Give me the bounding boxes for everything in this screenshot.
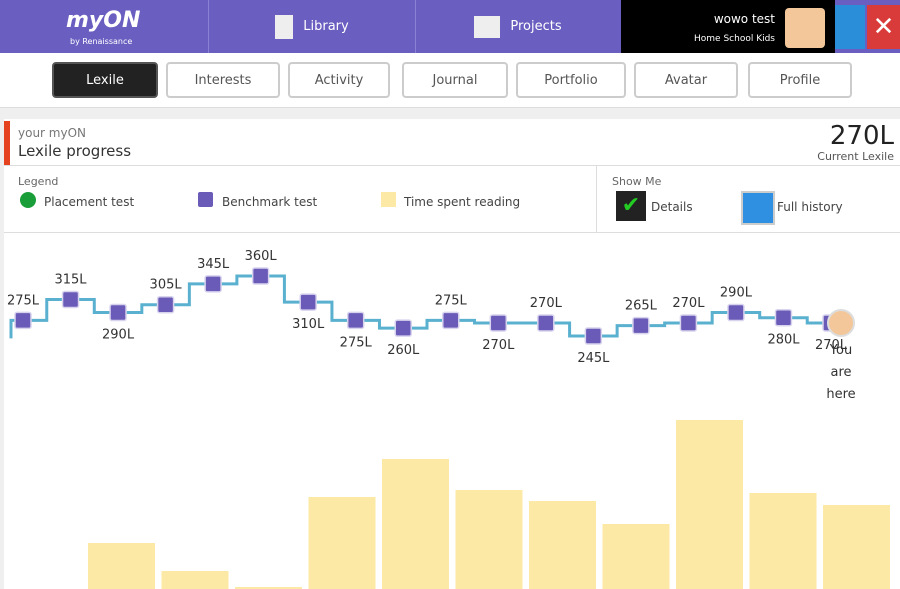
benchmark-marker [727,303,745,322]
you-are-here: You are here [826,343,856,402]
value-label: 310L [292,317,325,332]
legend-title: Legend [18,175,59,188]
legend-label: Placement test [44,195,135,209]
bar [602,524,670,589]
legend-label: Time spent reading [404,195,521,209]
label: Library [303,19,349,34]
accent [4,121,10,165]
bar [455,490,523,589]
value-label: 280L [767,333,800,348]
benchmark-marker [632,316,650,335]
value-label: 290L [720,286,753,301]
you-marker [827,308,855,337]
value-label: 315L [54,272,87,287]
benchmark-marker [109,303,127,322]
value-label: 260L [387,343,420,358]
value-label: 360L [245,249,278,264]
show-me-title: Show Me [612,175,662,188]
tab[interactable]: Interests [166,62,280,98]
chart: 275L 315L 290L 305L 345L 360L 310L 275L 260L 275L… [7,249,890,589]
legend-swatch [198,192,213,207]
value-label: 245L [577,351,610,366]
bar [308,497,376,589]
history-checkbox[interactable] [741,191,775,225]
value-label: 270L [482,338,515,353]
bar [382,459,449,589]
divider [596,166,597,232]
benchmark-marker [61,290,80,309]
value-label: 275L [340,335,373,350]
value-label: 270L [672,296,705,311]
legend-swatch [381,192,396,207]
tab-bar: Lexile Interests Activity Journal Portfolio A… [0,53,900,108]
benchmark-marker [14,311,32,330]
bar [161,571,229,589]
bar [749,493,817,589]
bar [88,543,155,589]
kicker: your myON [18,126,87,140]
value-label: 270L [530,296,563,311]
details-checkbox[interactable]: ✔ [616,191,646,221]
label: Projects [510,19,562,34]
legend-swatch [20,192,36,208]
value-label: 275L [435,293,468,308]
tab[interactable]: Profile [748,62,852,98]
benchmark-marker [299,293,317,311]
benchmark-marker [346,311,365,330]
benchmark-marker [156,295,175,314]
tab[interactable]: Activity [288,62,390,98]
bar [676,420,743,589]
benchmark-marker [442,311,460,330]
details-label[interactable]: Details [651,200,693,214]
avatar[interactable] [785,8,825,48]
value-label: 275L [7,293,40,308]
user-name: wowo test [713,12,775,26]
bar [823,505,890,589]
close-button[interactable]: ✕ [867,5,900,49]
value-label: 290L [102,328,135,343]
projects-link[interactable]: Projects [415,0,622,53]
panel: your myON Lexile progress 270L Current L… [4,119,900,589]
user-group: Home School Kids [694,34,775,44]
top-bar: myON by Renaissance Library Projects wow… [0,0,900,53]
value-label: 265L [625,299,658,314]
benchmark-marker [774,308,793,327]
library-link[interactable]: Library [208,0,416,53]
switch-button[interactable] [835,5,865,49]
tab[interactable]: Avatar [634,62,738,98]
benchmark-marker [251,267,270,285]
benchmark-marker [584,327,603,345]
current-lexile: 270L [829,121,894,151]
logo-sub: by Renaissance [70,37,133,46]
tab[interactable]: Lexile [52,62,158,98]
logo: myON [66,8,141,33]
history-label[interactable]: Full history [777,200,843,214]
legend-label: Benchmark test [222,195,318,209]
value-label: 345L [197,257,230,272]
benchmark-marker [679,314,698,332]
current-lexile-label: Current Lexile [817,150,894,163]
user-box: wowo test Home School Kids [621,0,835,53]
benchmark-marker [537,314,555,332]
title: Lexile progress [18,142,132,160]
benchmark-marker [204,275,222,293]
legend-row: Legend Placement test Benchmark test Tim… [4,165,900,233]
value-label: 270L [815,338,848,353]
value-label: 305L [150,278,183,293]
tab[interactable]: Journal [402,62,508,98]
bar [235,587,302,589]
tab[interactable]: Portfolio [516,62,626,98]
bar [529,501,596,589]
benchmark-marker [394,319,412,337]
benchmark-marker [489,314,508,332]
